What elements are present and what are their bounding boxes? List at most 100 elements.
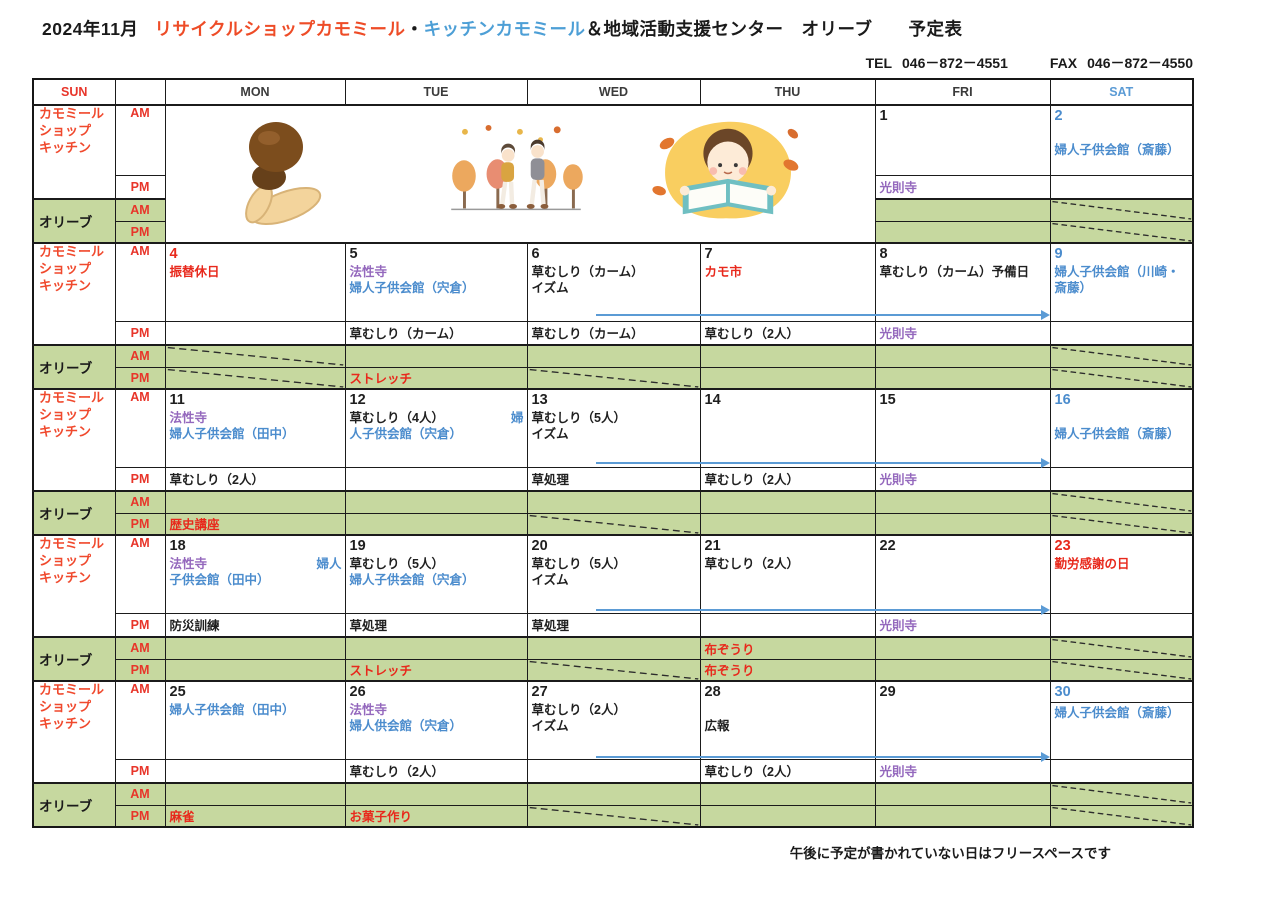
olive-am-day-16 [1049, 490, 1194, 514]
schedule-grid: SUN MON TUE WED THU FRI SAT カモミール ショップ キッチン AM 1 2 婦… [32, 78, 1194, 828]
olive-am-day-8 [874, 344, 1051, 368]
olive-am-day-22 [874, 636, 1051, 660]
olive-am-day-5 [344, 344, 528, 368]
crossed-out-line [1051, 368, 1191, 388]
day-cell-5: 5 法性寺 婦人子供会館（宍倉） [344, 242, 528, 322]
olive-am-day-7 [699, 344, 876, 368]
day-cell-2: 2 婦人子供会館（斎藤） [1049, 104, 1194, 176]
row-label-kamomiru: カモミール ショップ キッチン [32, 534, 116, 638]
olive-pm-day-15 [874, 512, 1051, 536]
day-number: 16 [1054, 392, 1071, 408]
day-cell-8: 8 草むしり（カーム）予備日 [874, 242, 1051, 322]
event-text: 草むしり（カーム） [349, 327, 462, 342]
olive-pm-day-22 [874, 658, 1051, 682]
event-text: 歴史講座 [169, 518, 220, 533]
event-line: 婦人子供会館（川崎・斎藤） [1051, 264, 1192, 297]
illustration-cell [164, 104, 876, 244]
pm-cell-27 [526, 758, 701, 784]
event-text: 草処理 [349, 619, 388, 634]
olive-am-day-15 [874, 490, 1051, 514]
day-cell-19: 19 草むしり（5人） 婦人子供会館（宍倉） [344, 534, 528, 614]
pm-cell-18: 防災訓練 [164, 612, 346, 638]
col-header-tue: TUE [344, 78, 528, 106]
event-line: カモ市 [701, 264, 874, 281]
crossed-out-line [1051, 222, 1191, 242]
day-cell-23: 23 勤労感謝の日 [1049, 534, 1194, 614]
ampm-label-am: AM [114, 490, 166, 514]
crossed-out-line [529, 368, 698, 388]
event-text: 草処理 [531, 619, 570, 634]
olive-am-day-23 [1049, 636, 1194, 660]
mushrooms-illustration [244, 122, 321, 226]
event-text: 草むしり（4人） [349, 410, 444, 425]
week-2-pm-row: PM 草むしり（カーム） 草むしり（カーム） 草むしり（2人） 光則寺 [33, 320, 1194, 346]
col-header-fri: FRI [874, 78, 1051, 106]
event-text: 草むしり（2人） [704, 473, 799, 488]
olive-am-day-27 [526, 782, 701, 806]
ampm-label-am: AM [114, 344, 166, 368]
day-cell-16: 16 婦人子供会館（斎藤） [1049, 388, 1194, 468]
pm-cell-19: 草処理 [344, 612, 528, 638]
event-text: 草むしり（カーム）予備日 [879, 264, 1030, 279]
day-cell-1: 1 [874, 104, 1051, 176]
event-text: 草むしり（2人） [349, 765, 444, 780]
day-cell-4: 4 振替休日 [164, 242, 346, 322]
day-cell-22: 22 [874, 534, 1051, 614]
olive-am-day-4 [164, 344, 346, 368]
week-2-am-row: カモミール ショップ キッチン AM 4 振替休日 5 法性寺 婦人子供会館（宍倉） 6 草むしり（… [32, 242, 1194, 346]
day-cell-20: 20 草むしり（5人） イズム [526, 534, 701, 614]
week-5-olive-pm-row: PM 麻雀 お菓子作り [33, 804, 1194, 828]
col-header-mon: MON [164, 78, 346, 106]
shop-label-line: ショップ [39, 698, 92, 714]
week-5-pm-row: PM 草むしり（2人） 草むしり（2人） 光則寺 [33, 758, 1194, 784]
ampm-label-pm: PM [114, 220, 166, 244]
page-title: 2024年11月 リサイクルショップカモミール・キッチンカモミール＆地域活動支援セ… [42, 16, 963, 41]
event-text: 婦人供会館（宍倉） [349, 719, 463, 734]
event-line: 草むしり（2人） [528, 702, 699, 719]
event-text: 草むしり（2人） [704, 765, 799, 780]
pm-cell-4 [164, 320, 346, 346]
crossed-out-line [529, 806, 698, 826]
olive-pm-day-27 [526, 804, 701, 828]
week-1-pm-row: PM 光則寺 [33, 174, 1194, 200]
olive-pm-day-11: 歴史講座 [164, 512, 346, 536]
week-1-am-row: カモミール ショップ キッチン AM 1 2 婦人子供会館（斎藤） [32, 104, 1194, 244]
fax-label: FAX [1049, 55, 1078, 71]
day-number: 14 [704, 392, 721, 408]
crossed-out-line [167, 368, 343, 388]
col-header-thu: THU [699, 78, 876, 106]
col-header-wed: WED [526, 78, 701, 106]
day-number: 29 [879, 684, 896, 700]
olive-am-day-29 [874, 782, 1051, 806]
pm-cell-12 [344, 466, 528, 492]
ampm-label-am: AM [114, 680, 166, 760]
shop-label-line: キッチン [39, 715, 92, 731]
olive-am-day-9 [1049, 344, 1194, 368]
event-line: 草むしり（カーム） [528, 264, 699, 281]
shop-label-line: ショップ [39, 122, 92, 138]
day-number: 7 [704, 246, 713, 262]
olive-pm-day-25: 麻雀 [164, 804, 346, 828]
event-line: 草むしり（2人） [701, 556, 874, 573]
pm-cell-5: 草むしり（カーム） [344, 320, 528, 346]
ampm-label-pm: PM [114, 512, 166, 536]
autumn-walk-illustration [450, 124, 583, 211]
pm-cell-25 [164, 758, 346, 784]
olive-pm-day-1 [874, 220, 1051, 244]
day-number: 28 [704, 684, 721, 700]
olive-am-day-30 [1049, 782, 1194, 806]
olive-am-day-11 [164, 490, 346, 514]
olive-am-day-20 [526, 636, 701, 660]
day-number: 25 [169, 684, 186, 700]
event-text: 婦人子供会館（宍倉） [349, 573, 475, 588]
event-text: 草むしり（5人） [349, 556, 444, 571]
olive-am-day-2 [1049, 198, 1194, 222]
olive-pm-day-5: ストレッチ [344, 366, 528, 390]
olive-pm-day-14 [699, 512, 876, 536]
event-text: 布ぞうり [704, 642, 755, 657]
day-number: 20 [531, 538, 548, 554]
shop-label-line: ショップ [39, 260, 92, 276]
crossed-out-line [1051, 639, 1191, 658]
day-cell-28: 28 広報 [699, 680, 876, 760]
ampm-label-pm: PM [114, 612, 166, 638]
